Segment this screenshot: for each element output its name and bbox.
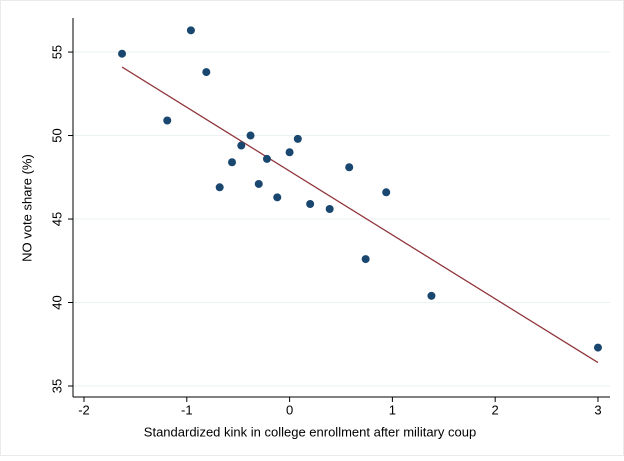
x-tick-label: 2 bbox=[492, 402, 499, 417]
point bbox=[285, 148, 294, 157]
point bbox=[325, 205, 334, 214]
x-tick-label: 3 bbox=[594, 402, 601, 417]
x-tick-label: -1 bbox=[181, 402, 193, 417]
point bbox=[293, 134, 302, 143]
point bbox=[382, 188, 391, 197]
point bbox=[237, 141, 246, 150]
point bbox=[246, 131, 255, 140]
fit-line bbox=[121, 66, 599, 364]
y-tick-label: 35 bbox=[49, 379, 64, 393]
point bbox=[593, 343, 602, 352]
point bbox=[215, 183, 224, 192]
point bbox=[345, 163, 354, 172]
y-axis-label: NO vote share (%) bbox=[19, 154, 34, 262]
y-tick-label: 40 bbox=[49, 295, 64, 309]
x-tick-label: 0 bbox=[286, 402, 293, 417]
point bbox=[361, 255, 370, 264]
point bbox=[306, 199, 315, 208]
point bbox=[254, 179, 263, 188]
x-tick-label: -2 bbox=[78, 402, 90, 417]
point bbox=[228, 158, 237, 167]
point bbox=[118, 49, 127, 58]
point bbox=[273, 193, 282, 202]
x-axis-label: Standardized kink in college enrollment … bbox=[144, 424, 476, 439]
y-tick-label: 55 bbox=[49, 45, 64, 59]
y-tick-label: 45 bbox=[49, 212, 64, 226]
point bbox=[427, 291, 436, 300]
point bbox=[186, 26, 195, 35]
x-tick-label: 1 bbox=[389, 402, 396, 417]
point bbox=[262, 154, 271, 163]
point bbox=[163, 116, 172, 125]
point bbox=[202, 68, 211, 77]
y-tick-label: 50 bbox=[49, 128, 64, 142]
